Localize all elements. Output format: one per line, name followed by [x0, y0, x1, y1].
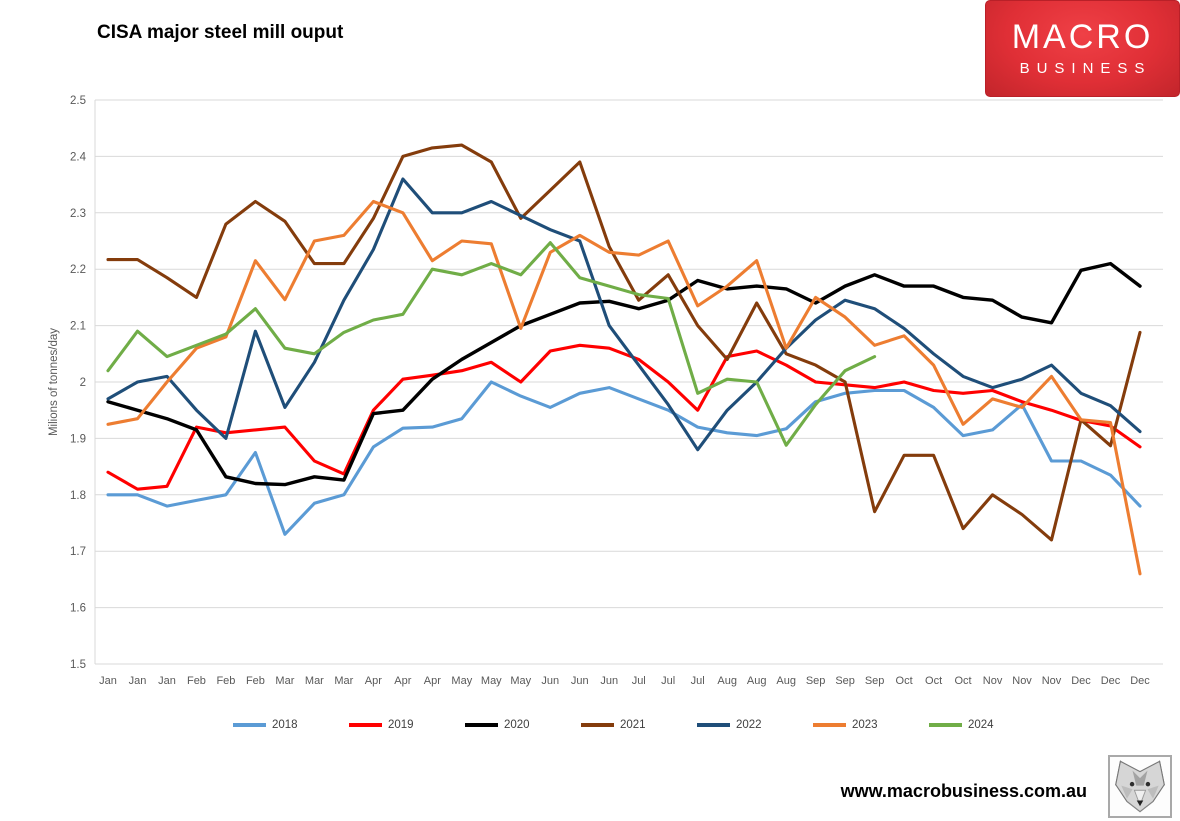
- wolf-face-icon: [1115, 760, 1165, 813]
- legend-item-2020: 2020: [465, 714, 581, 736]
- x-tick-label: Oct: [955, 675, 972, 687]
- y-tick-label: 2.2: [70, 264, 86, 276]
- legend-item-2018: 2018: [233, 714, 349, 736]
- logo-text-business: BUSINESS: [1019, 60, 1152, 77]
- x-tick-label: Mar: [305, 675, 324, 687]
- y-tick-label: 2.1: [70, 321, 86, 333]
- y-tick-label: 2.3: [70, 208, 86, 220]
- series-line-2022: [106, 177, 1142, 452]
- x-tick-label: Dec: [1101, 675, 1121, 687]
- x-tick-label: Jul: [632, 675, 646, 687]
- x-tick-label: Dec: [1130, 675, 1150, 687]
- legend-label-2023: 2023: [852, 719, 878, 731]
- logo-text-macro: MACRO: [1011, 18, 1154, 56]
- x-tick-label: Nov: [1042, 675, 1062, 687]
- y-tick-label: 1.8: [70, 490, 86, 502]
- x-tick-label: Aug: [776, 675, 796, 687]
- series-line-2020: [106, 261, 1142, 487]
- y-tick-label: 1.7: [70, 546, 86, 558]
- legend-item-2023: 2023: [813, 714, 929, 736]
- legend-item-2024: 2024: [929, 714, 1045, 736]
- x-tick-label: Oct: [896, 675, 913, 687]
- x-tick-label: Feb: [216, 675, 235, 687]
- x-tick-label: May: [451, 675, 472, 687]
- legend-item-2022: 2022: [697, 714, 813, 736]
- legend-label-2019: 2019: [388, 719, 414, 731]
- series-line-2018: [106, 380, 1142, 536]
- y-tick-label: 1.9: [70, 433, 86, 445]
- x-tick-label: Feb: [246, 675, 265, 687]
- x-tick-label: Apr: [394, 675, 411, 687]
- legend-label-2024: 2024: [968, 719, 994, 731]
- x-tick-label: Jun: [571, 675, 589, 687]
- legend-swatch-2018: [233, 723, 266, 727]
- legend-label-2021: 2021: [620, 719, 646, 731]
- x-tick-label: Jul: [691, 675, 705, 687]
- x-tick-label: Jul: [661, 675, 675, 687]
- legend-label-2020: 2020: [504, 719, 530, 731]
- x-tick-label: Mar: [275, 675, 294, 687]
- legend-swatch-2022: [697, 723, 730, 727]
- x-tick-label: Mar: [334, 675, 353, 687]
- x-tick-label: Sep: [865, 675, 885, 687]
- x-tick-label: Oct: [925, 675, 942, 687]
- legend-label-2022: 2022: [736, 719, 762, 731]
- x-tick-label: Apr: [365, 675, 382, 687]
- x-tick-label: Sep: [835, 675, 855, 687]
- y-tick-label: 2.4: [70, 151, 87, 163]
- x-tick-label: Feb: [187, 675, 206, 687]
- x-tick-label: Jan: [129, 675, 147, 687]
- chart-legend: 2018 2019 2020 2021 2022 2023 2024: [233, 714, 994, 736]
- series-line-2024: [106, 241, 877, 447]
- x-tick-label: Sep: [806, 675, 826, 687]
- y-axis-title: Milions of tonnes/day: [48, 328, 60, 436]
- x-tick-label: Jan: [158, 675, 176, 687]
- website-url: www.macrobusiness.com.au: [840, 781, 1087, 801]
- x-tick-label: Aug: [747, 675, 767, 687]
- legend-swatch-2024: [929, 723, 962, 727]
- x-tick-label: Nov: [1012, 675, 1032, 687]
- y-tick-label: 1.5: [70, 659, 86, 671]
- legend-swatch-2021: [581, 723, 614, 727]
- x-tick-label: Jun: [541, 675, 559, 687]
- series-line-2023: [106, 199, 1142, 576]
- x-tick-label: Jun: [600, 675, 618, 687]
- x-tick-label: Apr: [424, 675, 441, 687]
- legend-swatch-2019: [349, 723, 382, 727]
- x-tick-label: May: [481, 675, 502, 687]
- legend-swatch-2023: [813, 723, 846, 727]
- y-tick-label: 2.5: [70, 95, 86, 107]
- x-tick-label: Dec: [1071, 675, 1091, 687]
- series-line-2021: [106, 143, 1142, 542]
- x-tick-label: Jan: [99, 675, 117, 687]
- series-line-2019: [106, 343, 1142, 491]
- y-tick-label: 2: [80, 377, 86, 389]
- wolf-logo: [1108, 755, 1172, 818]
- x-tick-label: Aug: [717, 675, 737, 687]
- legend-item-2021: 2021: [581, 714, 697, 736]
- legend-label-2018: 2018: [272, 719, 298, 731]
- y-tick-label: 1.6: [70, 603, 86, 615]
- legend-swatch-2020: [465, 723, 498, 727]
- legend-item-2019: 2019: [349, 714, 465, 736]
- chart-title: CISA major steel mill ouput: [97, 22, 344, 43]
- x-tick-label: Nov: [983, 675, 1003, 687]
- x-tick-label: May: [510, 675, 531, 687]
